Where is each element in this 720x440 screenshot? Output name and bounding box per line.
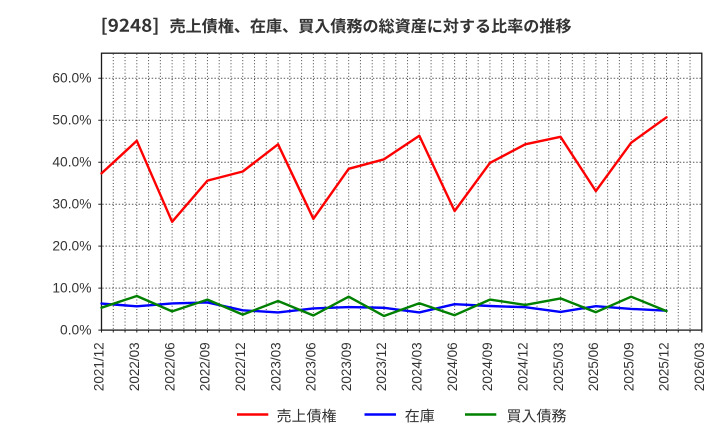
svg-text:10.0%: 10.0% [52, 280, 91, 295]
svg-text:2025/06: 2025/06 [586, 342, 601, 391]
svg-text:2023/09: 2023/09 [339, 342, 354, 391]
svg-text:2026/03: 2026/03 [692, 342, 707, 391]
svg-text:2025/12: 2025/12 [657, 342, 672, 391]
svg-text:50.0%: 50.0% [52, 112, 91, 127]
svg-text:0.0%: 0.0% [60, 322, 91, 337]
svg-text:2024/06: 2024/06 [445, 342, 460, 391]
svg-text:2025/09: 2025/09 [621, 342, 636, 391]
svg-text:2025/03: 2025/03 [551, 342, 566, 391]
svg-text:40.0%: 40.0% [52, 154, 91, 169]
svg-text:2021/12: 2021/12 [92, 342, 107, 391]
svg-text:60.0%: 60.0% [52, 70, 91, 85]
svg-text:2024/03: 2024/03 [410, 342, 425, 391]
svg-text:2023/03: 2023/03 [268, 342, 283, 391]
svg-text:2022/03: 2022/03 [127, 342, 142, 391]
svg-text:20.0%: 20.0% [52, 238, 91, 253]
svg-text:2024/09: 2024/09 [480, 342, 495, 391]
svg-text:2024/12: 2024/12 [515, 342, 530, 391]
svg-text:2022/12: 2022/12 [233, 342, 248, 391]
svg-text:30.0%: 30.0% [52, 196, 91, 211]
svg-text:2022/09: 2022/09 [198, 342, 213, 391]
svg-text:2023/12: 2023/12 [374, 342, 389, 391]
svg-text:2022/06: 2022/06 [162, 342, 177, 391]
svg-text:2023/06: 2023/06 [304, 342, 319, 391]
